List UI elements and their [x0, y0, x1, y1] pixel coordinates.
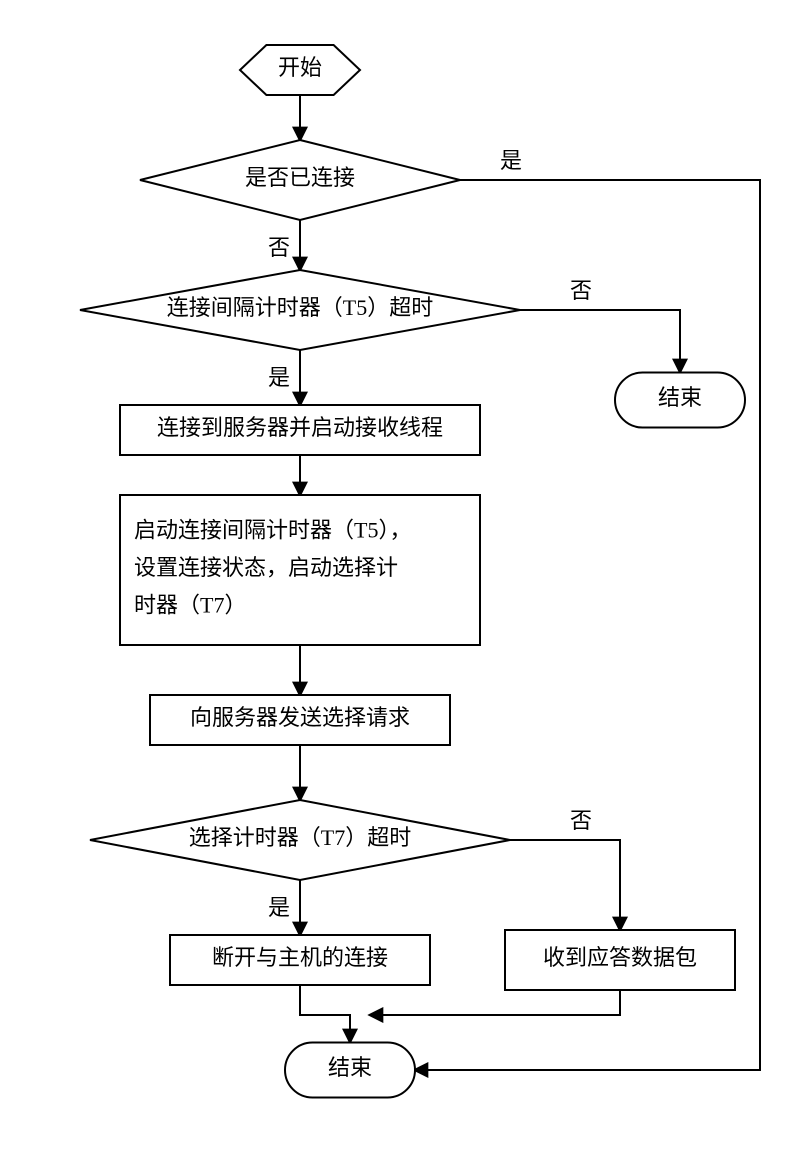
svg-text:断开与主机的连接: 断开与主机的连接: [212, 945, 388, 970]
svg-text:选择计时器（T7）超时: 选择计时器（T7）超时: [189, 825, 411, 850]
svg-text:连接间隔计时器（T5）超时: 连接间隔计时器（T5）超时: [167, 295, 433, 320]
svg-text:是: 是: [268, 365, 290, 390]
svg-text:收到应答数据包: 收到应答数据包: [543, 945, 697, 970]
svg-text:否: 否: [570, 278, 592, 303]
nodes-layer: 开始是否已连接连接间隔计时器（T5）超时连接到服务器并启动接收线程启动连接间隔计…: [80, 45, 745, 1098]
svg-text:否: 否: [570, 808, 592, 833]
svg-text:时器（T7）: 时器（T7）: [134, 592, 246, 617]
svg-text:连接到服务器并启动接收线程: 连接到服务器并启动接收线程: [157, 415, 443, 440]
svg-text:开始: 开始: [278, 55, 322, 80]
flowchart-canvas: 开始是否已连接连接间隔计时器（T5）超时连接到服务器并启动接收线程启动连接间隔计…: [0, 0, 800, 1172]
svg-text:结束: 结束: [658, 385, 702, 410]
svg-text:是: 是: [268, 895, 290, 920]
svg-text:是否已连接: 是否已连接: [245, 165, 355, 190]
svg-text:启动连接间隔计时器（T5），: 启动连接间隔计时器（T5），: [134, 518, 411, 543]
svg-text:是: 是: [500, 148, 522, 173]
svg-text:设置连接状态，启动选择计: 设置连接状态，启动选择计: [134, 555, 398, 580]
svg-text:否: 否: [268, 235, 290, 260]
svg-text:向服务器发送选择请求: 向服务器发送选择请求: [190, 705, 410, 730]
svg-text:结束: 结束: [328, 1055, 372, 1080]
